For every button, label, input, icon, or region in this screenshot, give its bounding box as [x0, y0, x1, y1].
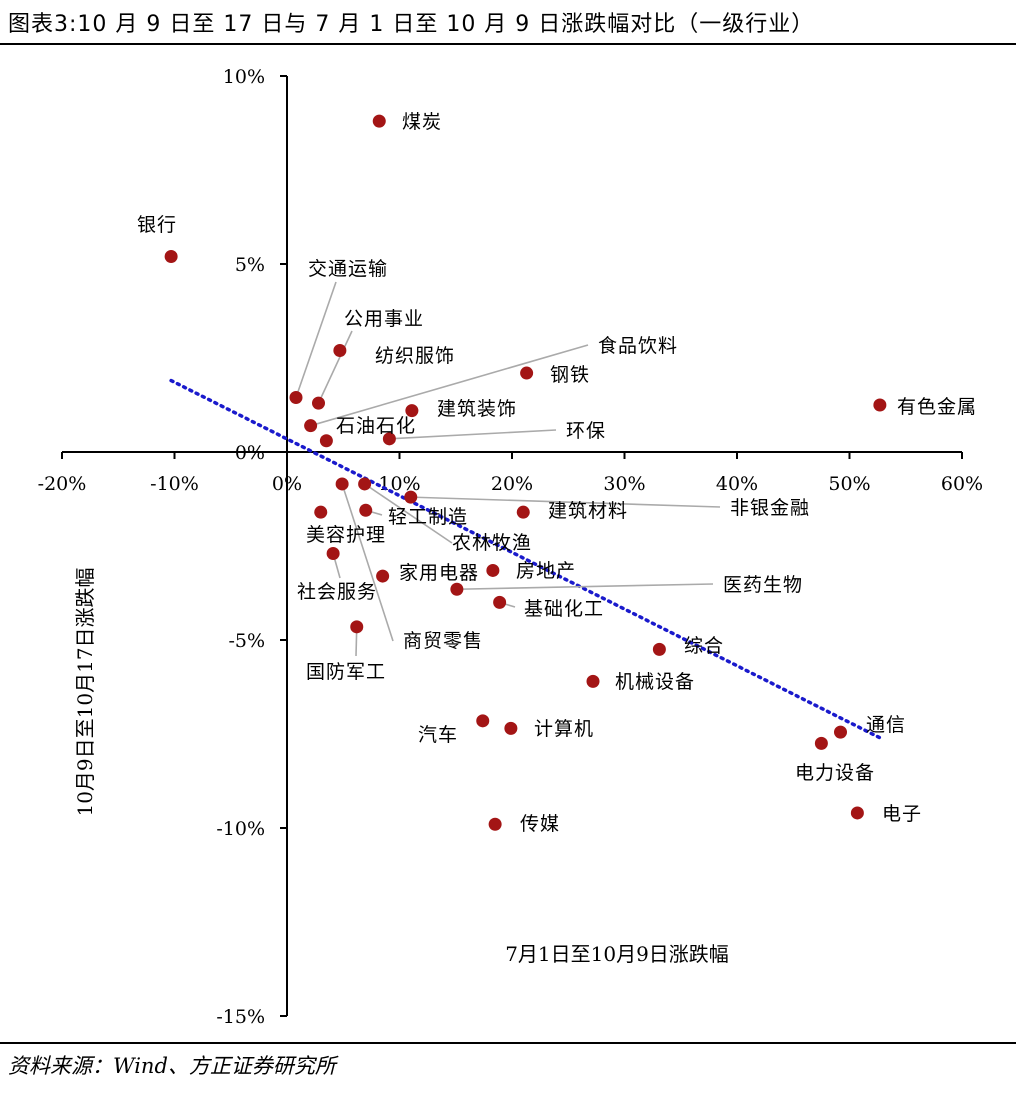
data-point	[376, 569, 390, 583]
leader-line	[364, 483, 453, 544]
point-label: 医药生物	[723, 574, 803, 596]
point-label: 美容护理	[306, 524, 386, 546]
point-label: 建筑装饰	[437, 398, 517, 420]
data-point	[304, 419, 318, 433]
point-label: 电子	[882, 803, 922, 825]
data-point	[372, 114, 386, 128]
data-point	[520, 366, 534, 380]
point-label: 石油石化	[336, 415, 416, 437]
point-label: 煤炭	[402, 111, 442, 133]
point-label: 通信	[866, 714, 906, 736]
data-point	[314, 505, 328, 519]
point-label: 钢铁	[550, 364, 590, 386]
y-tick-label: -15%	[216, 1006, 265, 1028]
point-label: 食品饮料	[598, 335, 678, 357]
data-point	[333, 343, 347, 357]
leader-line	[310, 344, 589, 427]
point-label: 计算机	[534, 718, 594, 740]
x-tick-label: 20%	[491, 473, 533, 495]
point-label: 传媒	[520, 813, 560, 835]
point-label: 汽车	[418, 724, 458, 746]
x-tick-label: 50%	[828, 473, 870, 495]
point-label: 电力设备	[795, 762, 875, 784]
point-label: 机械设备	[615, 671, 695, 693]
point-label: 交通运输	[308, 258, 388, 280]
x-tick-label: -20%	[38, 473, 87, 495]
leader-line	[389, 429, 557, 440]
data-point	[335, 477, 349, 491]
point-label: 非银金融	[730, 497, 810, 519]
data-point	[493, 595, 507, 609]
data-point	[814, 736, 828, 750]
data-point	[850, 806, 864, 820]
point-label: 建筑材料	[548, 500, 628, 522]
data-point	[516, 505, 530, 519]
leader-lines	[295, 281, 721, 657]
points-layer	[164, 114, 887, 831]
y-axis-title: 10月9日至10月17日涨跌幅	[73, 567, 97, 816]
point-label: 银行	[137, 214, 177, 236]
x-tick-label: 60%	[941, 473, 983, 495]
data-point	[504, 721, 518, 735]
leader-line	[317, 330, 353, 404]
data-point	[405, 404, 419, 418]
data-point	[312, 396, 325, 410]
y-tick-label: -10%	[216, 818, 265, 840]
point-label: 有色金属	[897, 396, 977, 418]
data-point	[834, 725, 847, 739]
point-label: 社会服务	[297, 581, 377, 603]
point-label: 环保	[566, 420, 606, 442]
x-tick-label: -10%	[150, 473, 199, 495]
data-point	[382, 432, 396, 446]
title-rule	[0, 43, 1016, 45]
data-point	[404, 490, 418, 504]
data-point	[319, 434, 333, 448]
y-tick-label: 5%	[235, 254, 265, 276]
point-label: 商贸零售	[403, 630, 483, 652]
y-tick-label: -5%	[228, 630, 265, 652]
x-tick-label: 0%	[272, 473, 302, 495]
x-tick-label: 30%	[603, 473, 645, 495]
trendline	[169, 378, 882, 740]
data-point	[289, 390, 303, 404]
data-point	[450, 582, 464, 596]
source-note: 资料来源：Wind、方正证券研究所	[8, 1054, 336, 1078]
data-point	[486, 563, 500, 577]
source-rule	[0, 1042, 1016, 1044]
data-point	[359, 503, 373, 517]
data-point	[326, 547, 340, 561]
leader-line	[456, 583, 714, 591]
point-label: 农林牧渔	[452, 532, 532, 554]
data-point	[350, 620, 364, 634]
axes: 10%5%0%-5%-10%-15%-20% -10% 0% 10% 20% 30% 40%…	[38, 66, 983, 1028]
leader-line	[410, 496, 721, 508]
point-label: 房地产	[516, 560, 576, 582]
chart-title: 图表3:10 月 9 日至 17 日与 7 月 1 日至 10 月 9 日涨跌幅…	[8, 12, 815, 37]
data-point	[652, 642, 666, 656]
x-tick-label: 40%	[716, 473, 758, 495]
data-point	[164, 249, 178, 263]
y-tick-label: 10%	[223, 66, 265, 88]
point-label: 基础化工	[524, 598, 604, 620]
trendline-layer	[169, 378, 882, 740]
y-tick-label: 0%	[235, 442, 265, 464]
data-point	[873, 398, 887, 412]
point-label: 公用事业	[344, 308, 424, 330]
leader-line	[295, 281, 337, 398]
data-point	[586, 674, 600, 688]
data-point	[488, 817, 502, 831]
data-point	[358, 477, 372, 491]
scatter-chart: 10%5%0%-5%-10%-15%-20% -10% 0% 10% 20% 30% 40%…	[38, 66, 983, 1028]
data-point	[476, 714, 490, 728]
leader-line	[341, 483, 394, 642]
point-label: 轻工制造	[388, 506, 468, 528]
point-label: 家用电器	[399, 562, 479, 584]
x-axis-title: 7月1日至10月9日涨跌幅	[505, 942, 729, 966]
point-label: 综合	[684, 635, 724, 657]
point-label: 国防军工	[306, 661, 386, 683]
point-label: 纺织服饰	[375, 345, 455, 367]
